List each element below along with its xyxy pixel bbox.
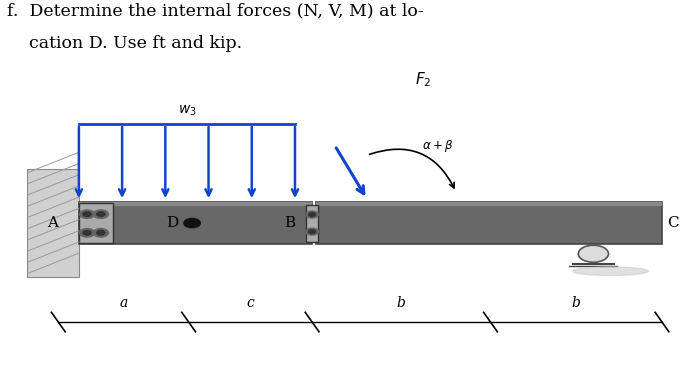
Text: f.  Determine the internal forces (N, V, M) at lo-: f. Determine the internal forces (N, V, …	[7, 2, 424, 19]
FancyBboxPatch shape	[27, 169, 79, 277]
Text: b: b	[397, 296, 405, 310]
Circle shape	[309, 230, 316, 234]
Text: A: A	[47, 216, 58, 230]
FancyBboxPatch shape	[79, 202, 312, 206]
FancyBboxPatch shape	[79, 202, 312, 244]
Circle shape	[578, 245, 608, 262]
Circle shape	[83, 212, 91, 217]
FancyBboxPatch shape	[316, 202, 662, 206]
Text: $\alpha +\beta$: $\alpha +\beta$	[422, 137, 453, 154]
Circle shape	[83, 230, 91, 235]
Text: $w_3$: $w_3$	[178, 104, 196, 118]
FancyBboxPatch shape	[79, 203, 113, 244]
Circle shape	[80, 210, 95, 218]
Text: cation D. Use ft and kip.: cation D. Use ft and kip.	[7, 35, 242, 52]
Circle shape	[306, 211, 318, 218]
Text: B: B	[284, 216, 295, 230]
FancyBboxPatch shape	[316, 202, 662, 244]
Text: C: C	[667, 216, 679, 230]
Circle shape	[80, 229, 95, 237]
Text: b: b	[572, 296, 580, 310]
Text: $F_2$: $F_2$	[415, 71, 431, 89]
Circle shape	[97, 212, 105, 217]
Ellipse shape	[573, 267, 648, 275]
Circle shape	[184, 218, 200, 228]
Circle shape	[93, 210, 108, 218]
Circle shape	[93, 229, 108, 237]
Circle shape	[309, 213, 316, 217]
Circle shape	[306, 228, 318, 235]
Text: D: D	[166, 216, 178, 230]
Circle shape	[97, 230, 105, 235]
Text: c: c	[246, 296, 255, 310]
FancyBboxPatch shape	[306, 205, 318, 241]
Text: a: a	[119, 296, 128, 310]
